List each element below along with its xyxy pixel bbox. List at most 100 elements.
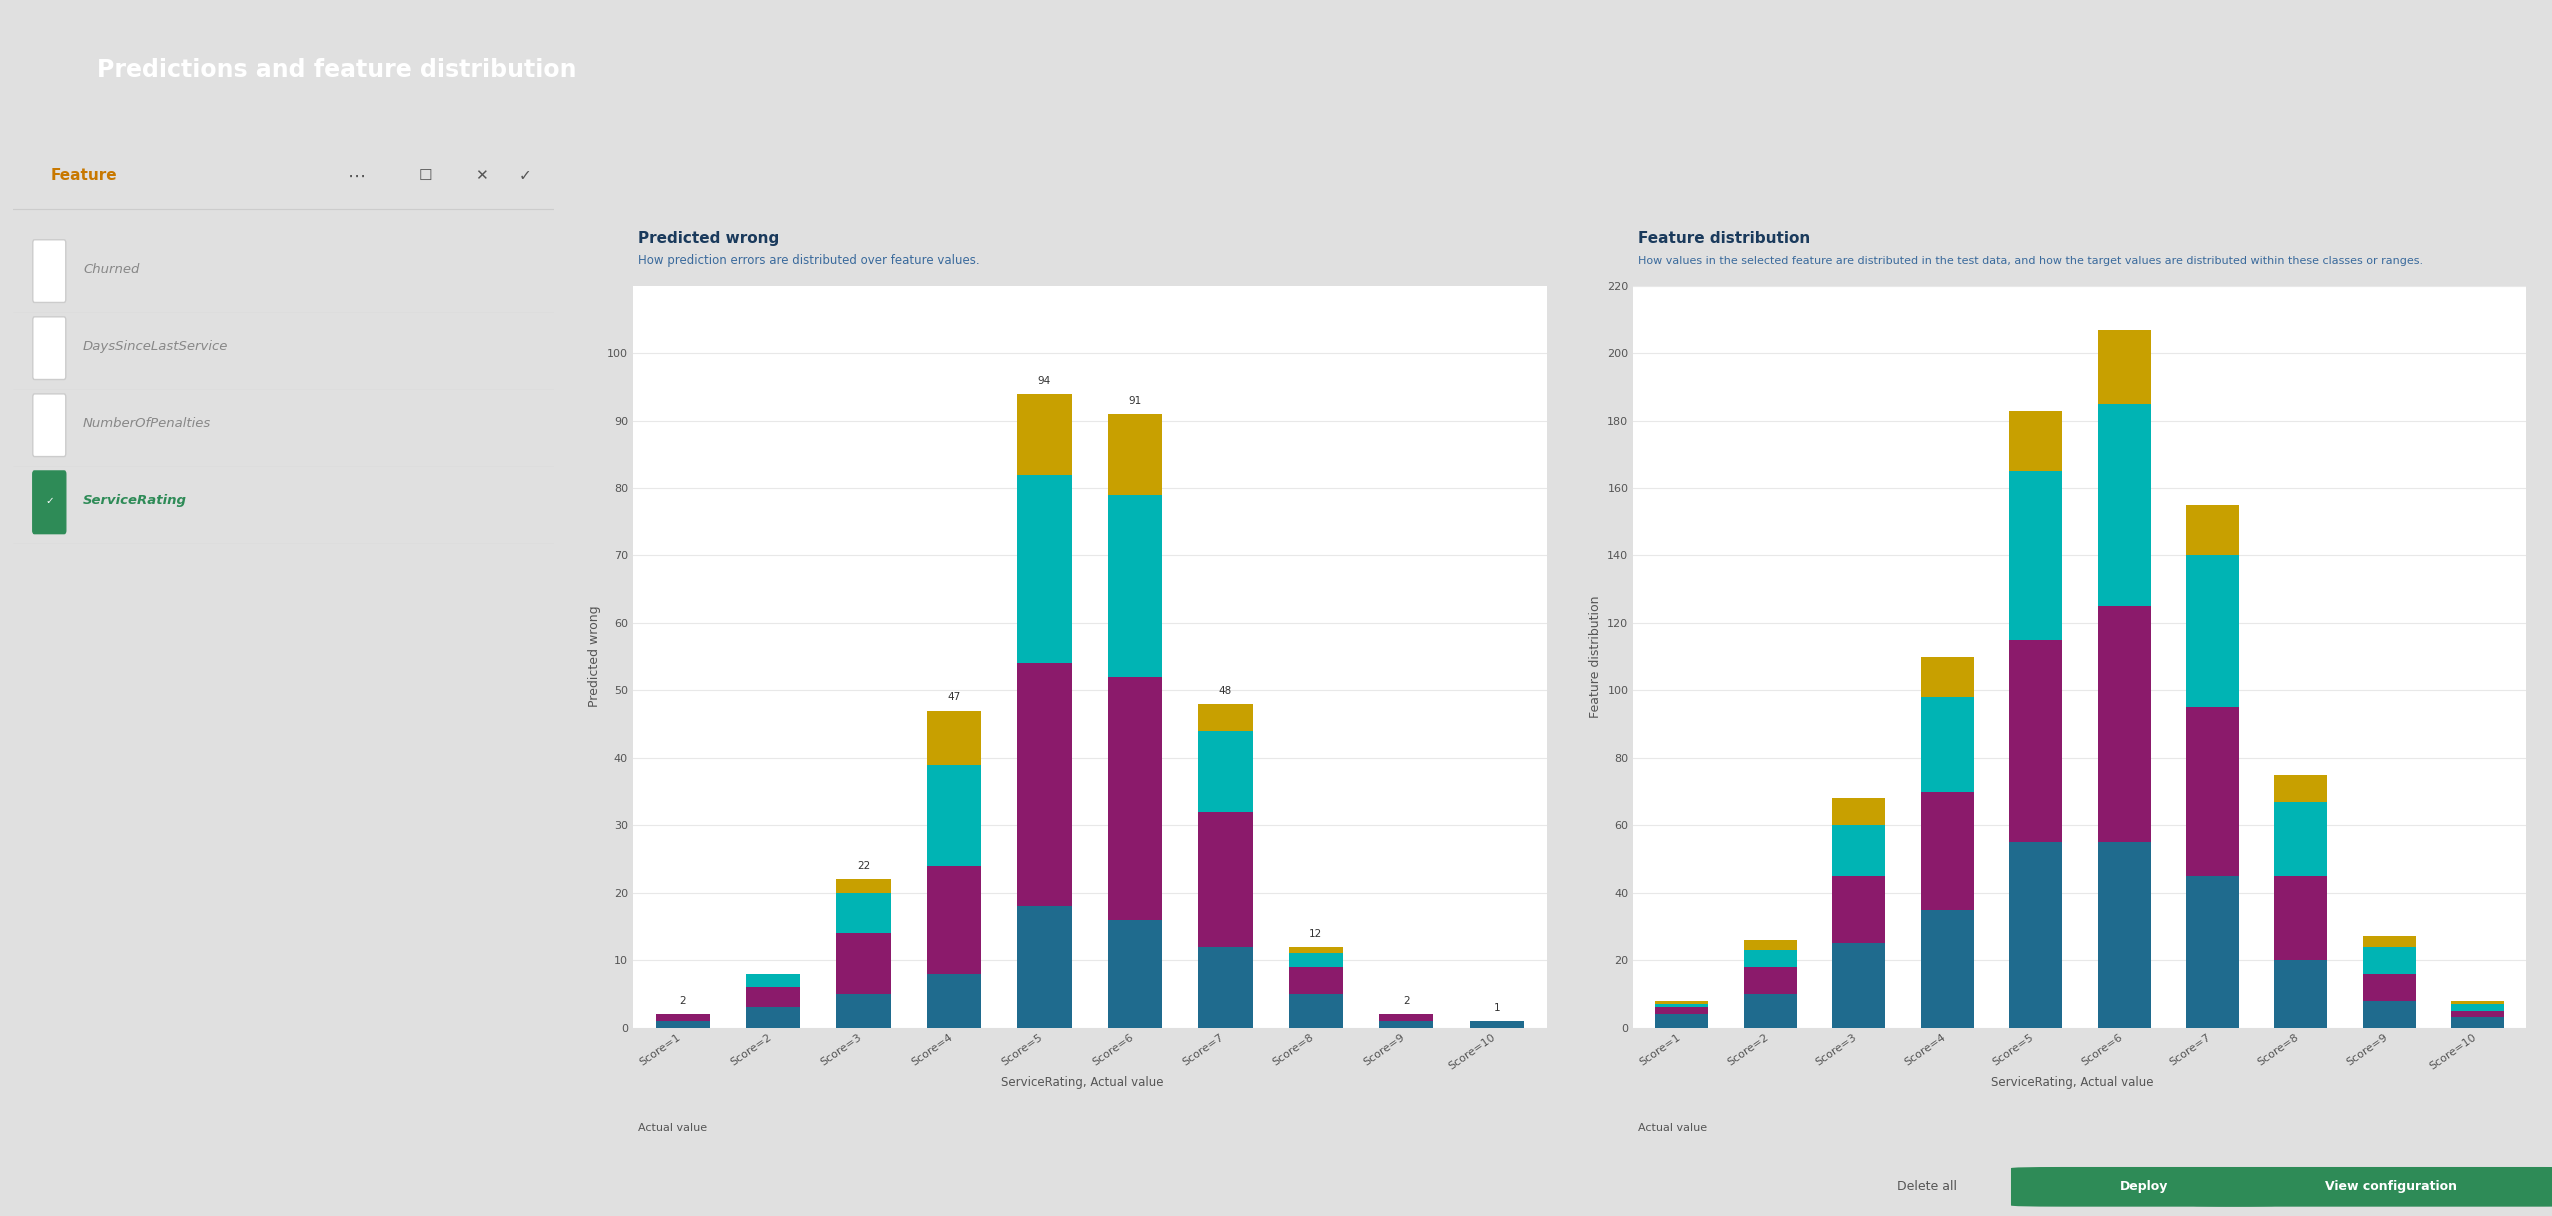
- Text: 48: 48: [1220, 686, 1233, 696]
- Bar: [656, 1014, 709, 1020]
- Bar: [1289, 993, 1342, 1028]
- FancyBboxPatch shape: [33, 240, 66, 303]
- Bar: [1378, 1020, 1434, 1028]
- Bar: [2274, 775, 2327, 801]
- Bar: [2187, 505, 2238, 556]
- Bar: [2363, 974, 2417, 1001]
- Text: Delete all: Delete all: [1896, 1181, 1957, 1193]
- FancyBboxPatch shape: [33, 394, 66, 456]
- Text: NumberOfPenalties: NumberOfPenalties: [84, 417, 212, 430]
- Bar: [2187, 556, 2238, 708]
- Bar: [2363, 946, 2417, 974]
- Bar: [1289, 946, 1342, 953]
- Bar: [1656, 1014, 1707, 1028]
- Text: 94: 94: [1039, 376, 1051, 385]
- Text: Predicted wrong: Predicted wrong: [638, 231, 778, 246]
- Bar: [2008, 472, 2062, 640]
- Y-axis label: Predicted wrong: Predicted wrong: [590, 606, 602, 708]
- Bar: [1743, 967, 1797, 993]
- Text: Actual value: Actual value: [1638, 1124, 1707, 1133]
- Text: 47: 47: [947, 692, 960, 703]
- Bar: [1832, 798, 1886, 826]
- Bar: [2098, 843, 2151, 1028]
- Bar: [926, 866, 980, 974]
- Bar: [1832, 944, 1886, 1028]
- Text: ✓: ✓: [518, 168, 531, 182]
- Text: View configuration: View configuration: [2325, 1181, 2458, 1193]
- Bar: [2452, 1018, 2504, 1028]
- Text: ⋯: ⋯: [347, 168, 365, 186]
- Bar: [2008, 640, 2062, 843]
- Text: ServiceRating: ServiceRating: [84, 494, 186, 507]
- Bar: [2008, 411, 2062, 472]
- Bar: [2452, 1001, 2504, 1004]
- Bar: [837, 993, 891, 1028]
- Bar: [745, 1007, 801, 1028]
- Bar: [1018, 474, 1072, 664]
- Bar: [1922, 792, 1973, 910]
- Bar: [1289, 953, 1342, 967]
- Bar: [2274, 801, 2327, 876]
- Text: ☐: ☐: [419, 168, 431, 182]
- Bar: [2363, 1001, 2417, 1028]
- Bar: [1199, 812, 1253, 946]
- Bar: [1832, 826, 1886, 876]
- Bar: [1656, 1004, 1707, 1007]
- Bar: [745, 987, 801, 1007]
- Text: DaysSinceLastService: DaysSinceLastService: [84, 340, 230, 353]
- Bar: [2274, 961, 2327, 1028]
- FancyBboxPatch shape: [33, 317, 66, 379]
- Text: Predictions and feature distribution: Predictions and feature distribution: [97, 58, 577, 81]
- Bar: [1199, 704, 1253, 731]
- Text: Feature distribution: Feature distribution: [1638, 231, 1809, 246]
- Bar: [2187, 708, 2238, 876]
- Bar: [2098, 606, 2151, 843]
- Text: ✕: ✕: [475, 168, 487, 182]
- Bar: [2363, 936, 2417, 946]
- Bar: [1743, 950, 1797, 967]
- Bar: [745, 974, 801, 987]
- Bar: [1018, 394, 1072, 474]
- Bar: [837, 879, 891, 893]
- Text: 91: 91: [1128, 395, 1141, 406]
- Text: ServiceRating, Actual value: ServiceRating, Actual value: [1991, 1076, 2154, 1088]
- Bar: [837, 893, 891, 933]
- Text: 2: 2: [679, 996, 686, 1006]
- Bar: [1108, 413, 1161, 495]
- Bar: [1108, 919, 1161, 1028]
- Bar: [1199, 731, 1253, 812]
- Bar: [1922, 697, 1973, 792]
- Text: Deploy: Deploy: [2121, 1181, 2167, 1193]
- Bar: [1378, 1014, 1434, 1020]
- Bar: [2452, 1010, 2504, 1018]
- Bar: [1743, 993, 1797, 1028]
- Bar: [926, 765, 980, 866]
- Text: ServiceRating, Actual value: ServiceRating, Actual value: [1000, 1076, 1164, 1088]
- FancyBboxPatch shape: [2190, 1167, 2552, 1206]
- Bar: [1743, 940, 1797, 950]
- Bar: [1656, 1007, 1707, 1014]
- Text: Feature: Feature: [51, 168, 117, 182]
- FancyBboxPatch shape: [2011, 1167, 2279, 1206]
- Bar: [2098, 404, 2151, 606]
- Bar: [1922, 910, 1973, 1028]
- Y-axis label: Feature distribution: Feature distribution: [1587, 596, 1603, 717]
- Bar: [1832, 876, 1886, 944]
- Text: Churned: Churned: [84, 263, 140, 276]
- Text: Actual value: Actual value: [638, 1124, 707, 1133]
- Bar: [2452, 1004, 2504, 1010]
- Bar: [1289, 967, 1342, 993]
- FancyBboxPatch shape: [33, 471, 66, 534]
- Text: 12: 12: [1309, 929, 1322, 939]
- Bar: [1922, 657, 1973, 697]
- Bar: [1018, 664, 1072, 906]
- Text: ✓: ✓: [46, 496, 54, 506]
- Bar: [1470, 1020, 1524, 1028]
- Bar: [1199, 946, 1253, 1028]
- Bar: [656, 1020, 709, 1028]
- Bar: [1108, 495, 1161, 677]
- Text: 2: 2: [1404, 996, 1409, 1006]
- Bar: [2187, 876, 2238, 1028]
- Bar: [1018, 906, 1072, 1028]
- Bar: [2098, 330, 2151, 404]
